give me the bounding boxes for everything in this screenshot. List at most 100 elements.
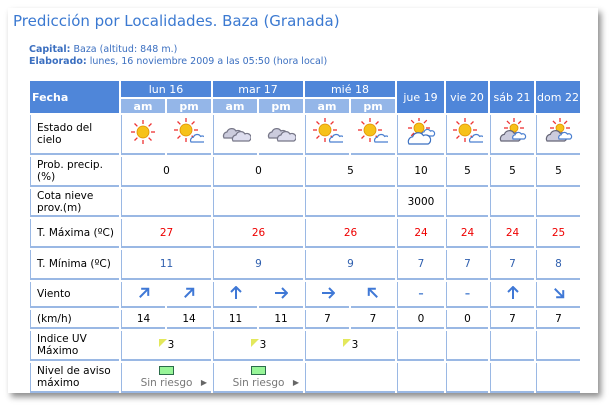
forecast-window: Predicción por Localidades. Baza (Granad… [8, 8, 598, 393]
tmax-value: 26 [213, 219, 303, 248]
wind-speed: 11 [259, 310, 303, 329]
wind-speed: 14 [167, 310, 211, 329]
row-label-kmh: (km/h) [30, 310, 119, 329]
tmin-value: 9 [213, 250, 303, 280]
am-header: am [305, 99, 349, 113]
tmax-value: 24 [490, 219, 534, 248]
cloudy-icon [266, 127, 297, 151]
day-header: jue 19 [397, 81, 444, 113]
capital-label: Capital: [29, 44, 71, 55]
tmax-value: 27 [121, 219, 211, 248]
cota-value [213, 189, 303, 217]
cota-value: 3000 [397, 189, 444, 217]
uv-flag-icon [250, 339, 259, 347]
pm-header: pm [351, 99, 395, 113]
sun-cloud-icon [358, 117, 390, 151]
cota-value [121, 189, 211, 217]
row-label-tmin: T. Mínima (ºC) [30, 250, 119, 280]
uv-value: 3 [351, 339, 359, 351]
prob-value: 10 [397, 157, 444, 187]
wind-arrow-icon [552, 287, 566, 303]
wind-arrow-icon [137, 287, 151, 303]
cloud-sun-icon [544, 117, 574, 151]
wind-speed: 0 [446, 310, 488, 329]
tmax-value: 24 [446, 219, 488, 248]
uv-flag-icon [342, 339, 351, 347]
aviso-green-icon [159, 365, 174, 375]
wind-arrow-icon [274, 286, 289, 303]
wind-arrow-icon [229, 285, 243, 303]
partly-cloudy-icon [406, 116, 436, 151]
aviso-link[interactable]: Sin riesgo [232, 376, 285, 389]
prob-value: 5 [446, 157, 488, 187]
aviso-link[interactable]: Sin riesgo [140, 376, 193, 389]
wind-arrow-icon: – [418, 288, 424, 300]
cota-value [305, 189, 395, 217]
expand-arrow-icon[interactable]: ▶ [292, 377, 299, 387]
cota-value [490, 189, 534, 217]
sunny-icon [129, 119, 159, 151]
wind-speed: 7 [490, 310, 534, 329]
tmax-value: 26 [305, 219, 395, 248]
wind-arrow-icon [182, 287, 196, 303]
expand-arrow-icon[interactable]: ▶ [200, 377, 207, 387]
prob-value: 5 [490, 157, 534, 187]
pm-header: pm [259, 99, 303, 113]
row-label-uv: Indice UV Máximo [30, 331, 119, 361]
sun-cloud-icon [312, 117, 345, 151]
sun-cloud-icon [452, 117, 485, 151]
wind-arrow-icon [506, 285, 520, 303]
day-header: lun 16 [121, 81, 211, 97]
row-label-sky: Estado del cielo [30, 115, 119, 155]
wind-arrow-icon: – [464, 288, 471, 300]
day-header: mar 17 [213, 81, 303, 97]
pm-header: pm [167, 99, 211, 113]
uv-value: 3 [167, 339, 175, 351]
prob-value: 0 [213, 157, 303, 187]
tmin-value: 9 [305, 250, 395, 280]
wind-speed: 11 [213, 310, 257, 329]
tmin-value: 7 [446, 250, 488, 280]
tmax-value: 24 [397, 219, 444, 248]
prob-value: 5 [536, 157, 580, 187]
elaborado-label: Elaborado: [29, 55, 87, 67]
uv-flag-icon [158, 339, 167, 347]
day-header: vie 20 [446, 81, 488, 113]
tmin-value: 11 [121, 250, 211, 280]
tmin-value: 8 [536, 250, 580, 280]
row-label-tmax: T. Máxima (ºC) [30, 219, 119, 248]
day-header: mié 18 [305, 81, 395, 97]
fecha-header: Fecha [30, 81, 119, 113]
cloudy-icon [221, 127, 252, 151]
page-title: Predicción por Localidades. Baza (Granad… [13, 12, 340, 30]
row-label-prob: Prob. precip.(%) [30, 157, 119, 187]
tmax-value: 25 [536, 219, 580, 248]
uv-value: 3 [259, 339, 267, 351]
row-label-viento: Viento [30, 282, 119, 308]
wind-speed: 7 [351, 310, 395, 329]
forecast-table: Fecha lun 16 mar 17 mié 18 jue 19 vie 20 sáb 2… [28, 79, 582, 393]
tmin-value: 7 [490, 250, 534, 280]
prob-value: 0 [121, 157, 211, 187]
wind-speed: 0 [397, 310, 444, 329]
day-header: sáb 21 [490, 81, 534, 113]
wind-speed: 7 [536, 310, 580, 329]
row-label-aviso: Nivel de aviso máximo [30, 363, 119, 393]
meta-info: Capital: Baza (altitud: 848 m.) Elaborad… [29, 44, 327, 67]
cloud-sun-icon [498, 117, 528, 151]
wind-speed: 7 [305, 310, 349, 329]
wind-arrow-icon [366, 287, 380, 303]
row-label-cota: Cota nieve prov.(m) [30, 189, 119, 217]
day-header: dom 22 [536, 81, 580, 113]
wind-speed: 14 [121, 310, 165, 329]
cota-value [536, 189, 580, 217]
capital-value: Baza (altitud: 848 m.) [73, 44, 178, 55]
tmin-value: 7 [397, 250, 444, 280]
elaborado-value: lunes, 16 noviembre 2009 a las 05:50 (ho… [89, 55, 328, 67]
cota-value [446, 189, 488, 217]
sun-cloud-icon [174, 117, 206, 151]
aviso-green-icon [251, 365, 266, 375]
wind-arrow-icon [321, 286, 335, 303]
prob-value: 5 [305, 157, 395, 187]
am-header: am [121, 99, 165, 113]
